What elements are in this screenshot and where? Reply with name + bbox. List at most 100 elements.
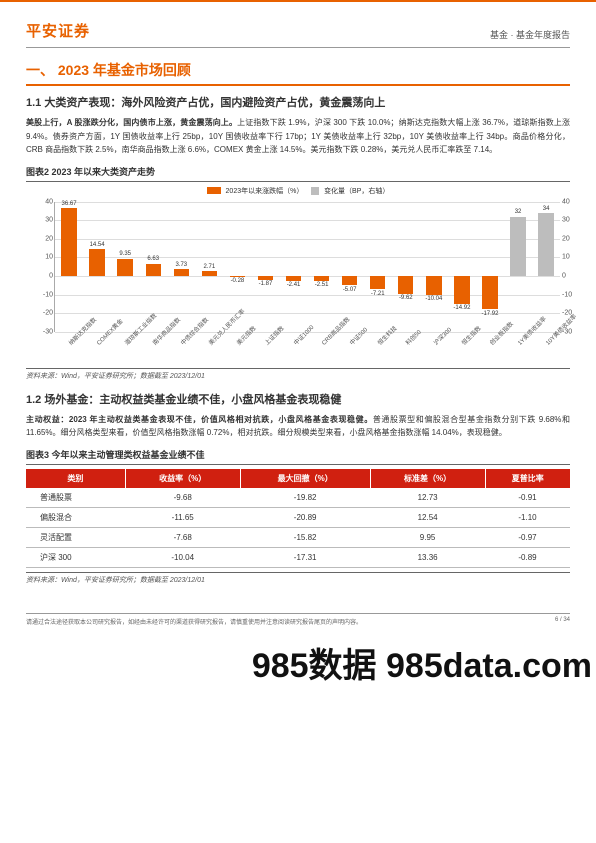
table-header-cell: 夏普比率	[485, 469, 570, 488]
table-cell: -19.82	[240, 488, 370, 508]
brand-logo: 平安证券	[26, 20, 90, 41]
bars-container: 36.67纳斯达克指数14.54COMEX黄金9.35道琼斯工业指数6.63南华…	[55, 202, 560, 332]
table-row: 灵活配置-7.68-15.829.95-0.97	[26, 527, 570, 547]
bar-value-label: -14.92	[453, 305, 470, 311]
bar-slot: 14.54COMEX黄金	[83, 202, 111, 332]
table-header-cell: 收益率（%）	[125, 469, 240, 488]
y-axis-tick-left: 40	[33, 198, 53, 205]
figure-2-title: 图表2 2023 年以来大类资产走势	[26, 165, 570, 182]
y-axis-tick-left: -20	[33, 310, 53, 317]
paragraph-1-2: 主动权益：2023 年主动权益类基金表现不佳，价值风格相对抗跌，小盘风格基金表现…	[26, 413, 570, 440]
y-axis-tick-left: 20	[33, 235, 53, 242]
table-cell: 偏股混合	[26, 507, 125, 527]
bar	[482, 276, 497, 309]
table-cell: 普通股票	[26, 488, 125, 508]
table-cell: -9.68	[125, 488, 240, 508]
bar-slot: -14.92恒生指数	[448, 202, 476, 332]
y-axis-tick-left: 30	[33, 217, 53, 224]
table-cell: 12.73	[370, 488, 485, 508]
bar-value-label: -10.04	[425, 296, 442, 302]
table-row: 普通股票-9.68-19.8212.73-0.91	[26, 488, 570, 508]
paragraph-1-1-bold: 美股上行，A 股涨跌分化，国内债市上涨，黄金震荡向上。	[26, 118, 237, 127]
bar-slot: -2.51CRB商品指数	[308, 202, 336, 332]
legend-swatch-orange	[207, 187, 221, 194]
bar-slot: -0.28美元指数	[223, 202, 251, 332]
bar-value-label: 3.73	[175, 262, 187, 268]
bar-value-label: -17.92	[481, 311, 498, 317]
bar	[61, 208, 76, 276]
table-cell: -15.82	[240, 527, 370, 547]
table-cell: -17.31	[240, 547, 370, 567]
bar-slot: 2.71美元兑人民币汇率	[195, 202, 223, 332]
figure-3-title: 图表3 今年以来主动管理类权益基金业绩不佳	[26, 448, 570, 465]
y-axis-tick-right: 30	[562, 217, 580, 224]
table-cell: 沪深 300	[26, 547, 125, 567]
bar	[202, 271, 217, 276]
breadcrumb: 基金 · 基金年度报告	[490, 28, 570, 41]
table-cell: -0.89	[485, 547, 570, 567]
y-axis-tick-left: -30	[33, 328, 53, 335]
y-axis-tick-right: 20	[562, 235, 580, 242]
bar	[258, 276, 273, 279]
table-row: 沪深 300-10.04-17.3113.36-0.89	[26, 547, 570, 567]
chart-legend: 2023年以来涨跌幅（%） 变化量（BP，右轴）	[26, 186, 570, 196]
bar-slot: -7.21恒生科技	[364, 202, 392, 332]
section-heading-1: 一、 2023 年基金市场回顾	[26, 60, 570, 86]
y-axis-tick-left: 0	[33, 273, 53, 280]
footer-page-number: 6 / 34	[555, 617, 570, 626]
watermark: 985数据 985data.com	[0, 638, 596, 687]
bar-slot: 9.35道琼斯工业指数	[111, 202, 139, 332]
bar	[510, 217, 525, 276]
figure-2-chart: 2023年以来涨跌幅（%） 变化量（BP，右轴） -30-30-20-20-10…	[26, 186, 570, 368]
table-cell: -1.10	[485, 507, 570, 527]
bar-slot: 321Y美债收益率	[504, 202, 532, 332]
bar	[342, 276, 357, 285]
bar	[89, 249, 104, 276]
footer-disclaimer: 请通过合法途径获取本公司研究报告，如经由未经许可的渠道获得研究报告，请慎重使用并…	[26, 617, 362, 626]
bar	[117, 259, 132, 276]
bar	[146, 264, 161, 276]
table-cell: 13.36	[370, 547, 485, 567]
bar-value-label: -2.41	[287, 282, 301, 288]
chart-plot-area: -30-30-20-20-10-1000101020203030404036.6…	[54, 202, 560, 332]
bar-slot: -2.41中证1000	[280, 202, 308, 332]
bar-value-label: 2.71	[204, 264, 216, 270]
table-cell: 9.95	[370, 527, 485, 547]
bar-slot: -10.04沪深300	[420, 202, 448, 332]
y-axis-tick-right: 10	[562, 254, 580, 261]
bar	[174, 269, 189, 276]
figure-3-table: 类别收益率（%）最大回撤（%）标准差（%）夏普比率 普通股票-9.68-19.8…	[26, 469, 570, 568]
header-divider	[26, 47, 570, 48]
bar-value-label: -2.51	[315, 282, 329, 288]
bar-slot: 3.73中债综合指数	[167, 202, 195, 332]
bar-value-label: -5.07	[343, 287, 357, 293]
bar-value-label: 34	[543, 206, 550, 212]
legend-label-a: 2023年以来涨跌幅（%）	[226, 188, 304, 195]
legend-swatch-gray	[311, 187, 319, 195]
paragraph-1-2-bold: 主动权益：2023 年主动权益类基金表现不佳，价值风格相对抗跌，小盘风格基金表现…	[26, 415, 373, 424]
figure-3-source: 资料来源：Wind，平安证券研究所；数据截至 2023/12/01	[26, 572, 570, 585]
bar-value-label: 9.35	[119, 251, 131, 257]
y-axis-tick-right: 40	[562, 198, 580, 205]
bar-value-label: -0.28	[231, 278, 245, 284]
bar-value-label: -7.21	[371, 291, 385, 297]
table-cell: -11.65	[125, 507, 240, 527]
bar	[426, 276, 441, 295]
legend-label-b: 变化量（BP，右轴）	[324, 188, 389, 195]
table-cell: -20.89	[240, 507, 370, 527]
bar	[454, 276, 469, 304]
y-axis-tick-right: 0	[562, 273, 580, 280]
figure-2-source: 资料来源：Wind，平安证券研究所；数据截至 2023/12/01	[26, 368, 570, 381]
bar-slot: 3410Y美债收益率	[532, 202, 560, 332]
bar-value-label: 36.67	[62, 201, 77, 207]
bar	[538, 213, 553, 276]
bar	[370, 276, 385, 289]
bar-value-label: 6.63	[147, 256, 159, 262]
table-cell: -10.04	[125, 547, 240, 567]
y-axis-tick-left: -10	[33, 291, 53, 298]
bar	[230, 276, 245, 277]
bar-value-label: -1.87	[259, 281, 273, 287]
table-header-row: 类别收益率（%）最大回撤（%）标准差（%）夏普比率	[26, 469, 570, 488]
subsection-1-1-title: 1.1 大类资产表现：海外风险资产占优，国内避险资产占优，黄金震荡向上	[26, 94, 570, 110]
table-header-cell: 类别	[26, 469, 125, 488]
